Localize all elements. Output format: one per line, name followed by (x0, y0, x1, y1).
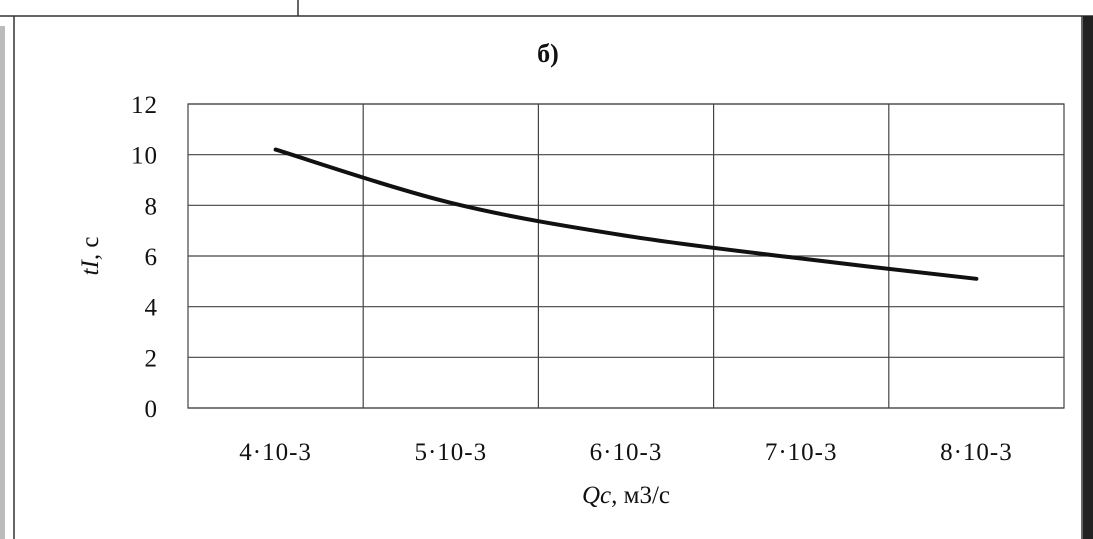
right-edge-shadow (1083, 16, 1093, 539)
y-axis-label-var: tI, (77, 254, 104, 276)
data-point (450, 202, 452, 204)
x-tick-label: 4·10-3 (239, 439, 312, 466)
series-line (273, 147, 979, 281)
data-point (975, 278, 978, 280)
y-axis-label: tI, с (77, 237, 104, 276)
chart-title: б) (537, 39, 559, 68)
x-tick-label: 5·10-3 (414, 439, 487, 466)
y-tick-label: 12 (131, 92, 158, 119)
y-tick-label: 10 (131, 143, 158, 170)
y-tick-label: 2 (145, 345, 159, 372)
data-point (274, 148, 277, 151)
left-edge-shadow (0, 26, 5, 539)
x-tick-label: 6·10-3 (590, 439, 663, 466)
data-point (800, 257, 802, 260)
y-tick-label: 8 (145, 193, 159, 220)
x-tick-label: 8·10-3 (940, 439, 1013, 466)
x-tick-label: 7·10-3 (765, 439, 838, 466)
x-axis-label: Qc, м3/с (582, 482, 670, 509)
y-axis-label-unit: с (77, 237, 104, 254)
y-tick-label: 4 (145, 295, 159, 322)
data-point (625, 234, 627, 237)
y-tick-labels: 0 2 4 6 8 10 12 (131, 92, 159, 423)
grid (187, 103, 1065, 409)
y-tick-label: 6 (145, 244, 159, 271)
series-layer (273, 147, 979, 281)
x-axis-label-var: Qc, (582, 482, 617, 509)
x-tick-labels: 4·10-3 5·10-3 6·10-3 7·10-3 8·10-3 (239, 439, 1013, 466)
y-tick-label: 0 (145, 396, 159, 423)
x-axis-label-unit: м3/с (617, 482, 670, 509)
